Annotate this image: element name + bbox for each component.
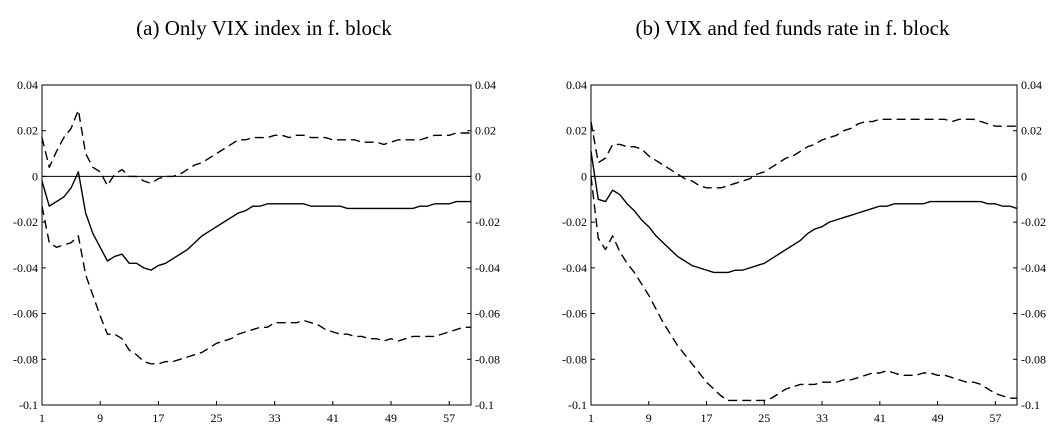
y-tick-label-left: 0.02 [17, 124, 38, 138]
series-line-solid [590, 151, 1018, 274]
x-tick-label: 41 [874, 411, 886, 425]
chart-a-plot: 0.04 0.04 0.02 0.02 0 0 -0.02 -0.02 -0.04 -0.04 -0… [13, 78, 500, 425]
y-tick-label-left: 0 [581, 169, 587, 183]
y-tick-label-right: -0.1 [1021, 398, 1040, 412]
y-tick-label-right: -0.06 [475, 307, 500, 321]
y-tick-label-left: 0.02 [566, 124, 587, 138]
series-line-dashed-2 [41, 206, 471, 365]
y-tick-label-right: 0.02 [475, 124, 496, 138]
y-tick-label-left: -0.04 [13, 261, 38, 275]
x-tick-label: 41 [327, 411, 339, 425]
chart-panel-a: (a) Only VIX index in f. block 0.04 0.04 0… [0, 0, 528, 435]
y-tick-label-right: -0.1 [475, 398, 494, 412]
y-tick-label-left: 0 [32, 169, 38, 183]
y-tick-label-left: -0.06 [13, 307, 38, 321]
y-tick-label-right: 0.02 [1021, 124, 1042, 138]
plot-frame [41, 84, 472, 406]
x-tick-label: 1 [39, 411, 45, 425]
y-tick-label-right: -0.08 [1021, 352, 1046, 366]
x-tick-label: 33 [816, 411, 828, 425]
series-line-dashed-2 [590, 176, 1017, 402]
y-tick-label-left: -0.06 [562, 307, 587, 321]
x-tick-label: 57 [989, 411, 1001, 425]
x-tick-label: 49 [385, 411, 397, 425]
y-tick-label-left: -0.02 [13, 215, 38, 229]
y-tick-label-left: -0.08 [13, 352, 38, 366]
y-tick-label-right: -0.04 [1021, 261, 1046, 275]
x-tick-label: 57 [443, 411, 455, 425]
y-tick-label-left: -0.1 [568, 398, 587, 412]
x-tick-label: 9 [97, 411, 103, 425]
y-tick-label-left: 0.04 [17, 78, 38, 92]
x-tick-label: 25 [758, 411, 770, 425]
x-tick-label: 17 [152, 411, 164, 425]
series-line-dashed-1 [590, 118, 1017, 189]
y-tick-label-left: -0.02 [562, 215, 587, 229]
series-line-dashed-1 [41, 109, 471, 187]
y-tick-label-left: -0.08 [562, 352, 587, 366]
chart-title: (a) Only VIX index in f. block [136, 16, 392, 40]
x-tick-label: 17 [701, 411, 713, 425]
x-tick-label: 1 [588, 411, 594, 425]
chart-panel-b: (b) VIX and fed funds rate in f. block 0… [528, 0, 1057, 435]
y-tick-label-right: 0.04 [1021, 78, 1042, 92]
y-tick-label-right: 0 [1021, 169, 1027, 183]
x-tick-label: 25 [211, 411, 223, 425]
y-tick-label-right: -0.02 [475, 215, 500, 229]
series-line-solid [41, 171, 471, 271]
y-tick-label-right: -0.08 [475, 352, 500, 366]
y-tick-label-right: -0.06 [1021, 307, 1046, 321]
y-tick-label-right: 0 [475, 169, 481, 183]
y-tick-label-left: 0.04 [566, 78, 587, 92]
y-tick-label-left: -0.04 [562, 261, 587, 275]
y-tick-label-left: -0.1 [19, 398, 38, 412]
x-tick-label: 49 [932, 411, 944, 425]
chart-title: (b) VIX and fed funds rate in f. block [635, 16, 950, 40]
y-tick-label-right: -0.02 [1021, 215, 1046, 229]
x-tick-label: 9 [646, 411, 652, 425]
y-tick-label-right: -0.04 [475, 261, 500, 275]
plot-frame [590, 84, 1018, 406]
chart-b-plot: 0.04 0.04 0.02 0.02 0 0 -0.02 -0.02 -0.04 -0.04 -0… [562, 78, 1046, 425]
x-tick-label: 33 [269, 411, 281, 425]
y-tick-label-right: 0.04 [475, 78, 496, 92]
